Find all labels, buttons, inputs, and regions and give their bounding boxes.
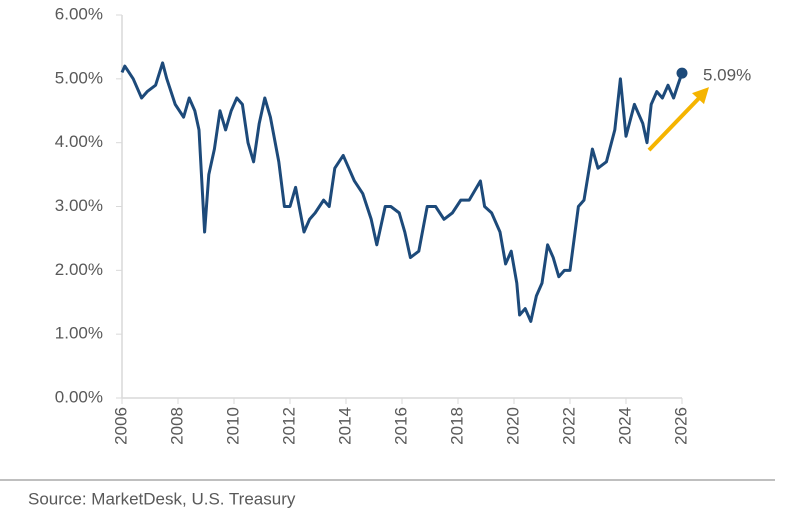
x-tick-label: 2018 [447, 407, 466, 445]
x-tick-label: 2010 [223, 407, 242, 445]
y-tick-label: 1.00% [55, 324, 103, 343]
y-tick-label: 2.00% [55, 260, 103, 279]
y-tick-label: 4.00% [55, 132, 103, 151]
y-tick-label: 6.00% [55, 4, 103, 23]
annotation-arrowhead [692, 87, 709, 105]
x-tick-label: 2008 [167, 407, 186, 445]
x-tick-label: 2024 [615, 407, 634, 445]
y-tick-label: 3.00% [55, 196, 103, 215]
y-tick-label: 0.00% [55, 387, 103, 406]
annotation-label: 5.09% [703, 66, 751, 85]
x-tick-label: 2020 [503, 407, 522, 445]
x-tick-label: 2006 [111, 407, 130, 445]
x-tick-label: 2012 [279, 407, 298, 445]
x-tick-label: 2014 [335, 407, 354, 445]
x-tick-label: 2016 [391, 407, 410, 445]
x-tick-label: 2022 [559, 407, 578, 445]
x-tick-label: 2026 [671, 407, 690, 445]
source-note: Source: MarketDesk, U.S. Treasury [28, 489, 296, 508]
end-point [676, 67, 688, 79]
line-series [120, 61, 684, 323]
annotation-arrow [647, 95, 702, 152]
y-tick-label: 5.00% [55, 68, 103, 87]
